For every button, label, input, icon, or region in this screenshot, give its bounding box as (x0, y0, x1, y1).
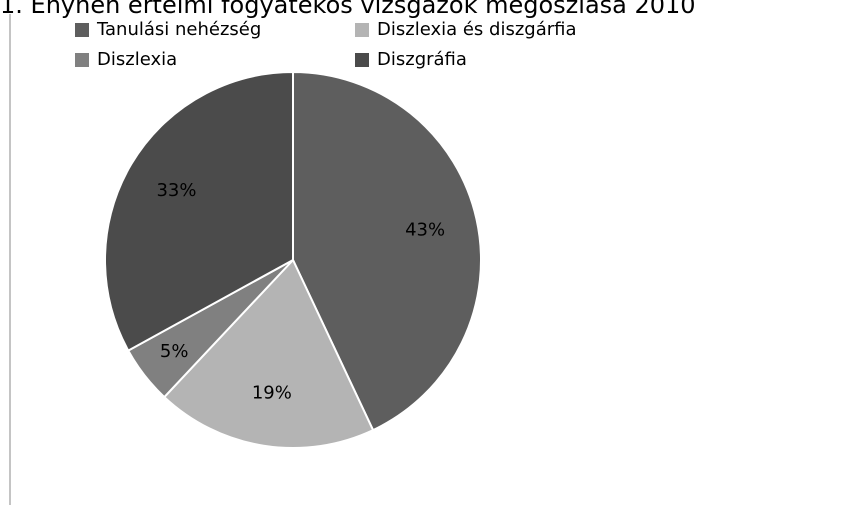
legend-swatch (355, 53, 369, 67)
legend-label: Diszgráfia (377, 49, 467, 70)
data-label: 19% (252, 383, 292, 404)
chart-title: 1. Enyhén értelmi fogyatékos vizsgázók m… (0, 0, 696, 19)
data-label: 33% (156, 180, 196, 201)
legend-label: Tanulási nehézség (96, 19, 261, 40)
pie-slice (292, 70, 482, 432)
pie-slice (162, 258, 375, 449)
legend-swatch (355, 23, 369, 37)
legend-swatch (75, 23, 89, 37)
legend-label: Diszlexia és diszgárfia (377, 19, 577, 40)
data-label: 43% (405, 219, 445, 240)
legend-swatch (75, 53, 89, 67)
data-label: 5% (160, 341, 189, 362)
pie-slice (104, 70, 294, 352)
legend-label: Diszlexia (97, 49, 177, 70)
